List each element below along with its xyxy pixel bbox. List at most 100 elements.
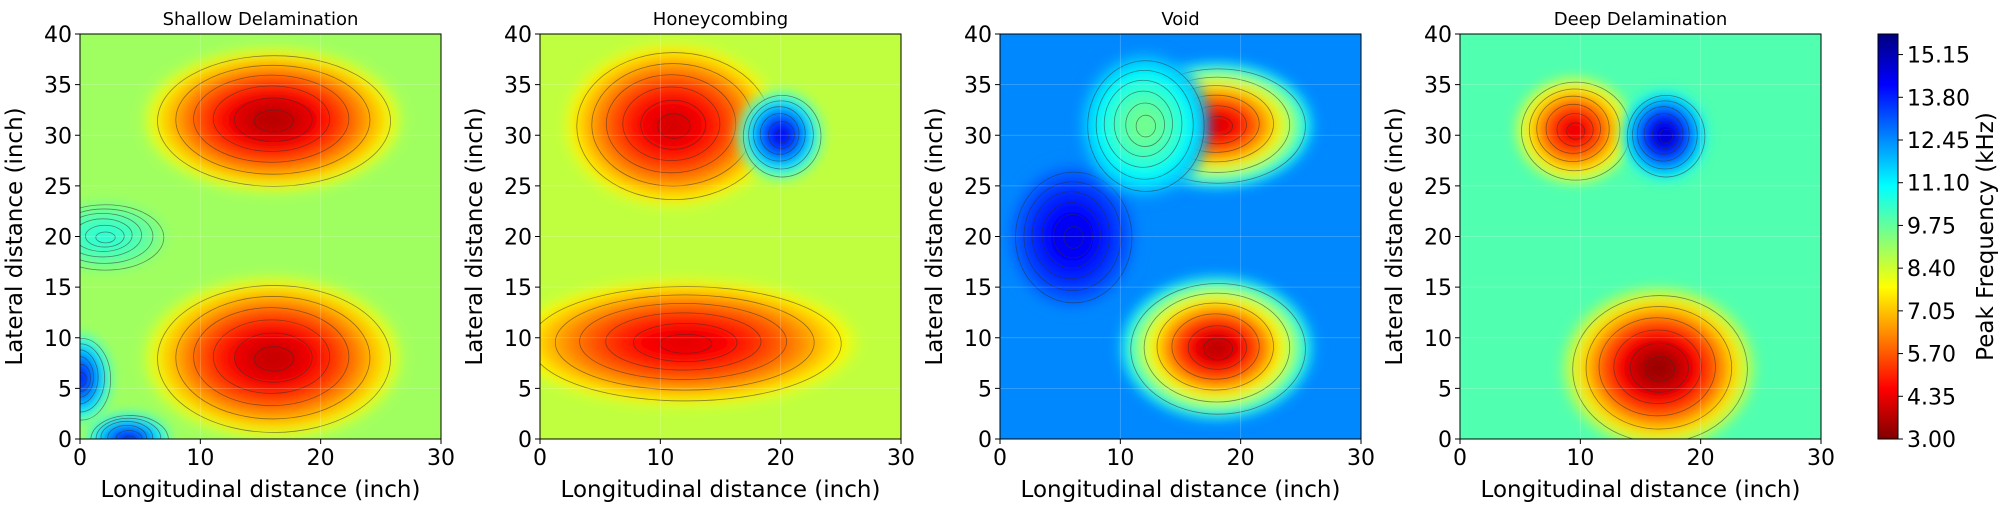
contour-line (254, 346, 294, 372)
colorbar-scale (1877, 33, 1899, 440)
contour-line (1572, 295, 1748, 439)
x-axis-label: Longitudinal distance (inch) (1481, 477, 1801, 503)
contour-line (107, 424, 147, 439)
y-tick-label: 10 (964, 327, 992, 352)
contour-line (579, 302, 788, 380)
contour-line (605, 312, 762, 371)
x-tick-label: 30 (887, 446, 915, 471)
panel-title: Shallow Delamination (163, 9, 359, 30)
colorbar-tick-label: 11.10 (1907, 172, 1970, 197)
contour-line (1143, 292, 1291, 403)
contour-line (80, 349, 99, 405)
x-axis-label: Longitudinal distance (inch) (101, 477, 421, 503)
y-axis-label: Lateral distance (inch) (462, 107, 488, 365)
y-tick-label: 40 (504, 23, 532, 48)
y-tick-label: 0 (978, 428, 992, 453)
contour-line (80, 208, 154, 264)
contour-line (640, 99, 706, 150)
contour-line (1585, 306, 1733, 430)
contour-line (85, 224, 125, 248)
y-tick-label: 30 (504, 124, 532, 149)
colorbar-tick-label: 15.15 (1907, 44, 1970, 69)
panel-2: 0 10 20 30 0 5 10 15 20 25 30 35 40 Honeycombing Longi… (462, 9, 915, 503)
heatmap-features (1510, 72, 1762, 439)
y-tick-label: 20 (964, 226, 992, 251)
contour-line (1015, 171, 1133, 304)
contour-line (90, 415, 169, 439)
contour-line (1023, 181, 1122, 292)
contour-line (1598, 317, 1716, 417)
contour-line (1095, 69, 1194, 180)
y-tick-label: 25 (44, 175, 72, 200)
x-tick-label: 0 (533, 446, 547, 471)
x-tick-label: 30 (427, 446, 455, 471)
contour-line (1566, 122, 1586, 140)
contour-line (1125, 102, 1165, 147)
y-tick-label: 20 (44, 226, 72, 251)
y-tick-label: 5 (518, 377, 532, 402)
y-tick-label: 10 (44, 327, 72, 352)
contour-line (175, 296, 371, 420)
colorbar-tick-label: 5.70 (1907, 343, 1956, 368)
heatmap-feature (80, 198, 173, 275)
y-tick-label: 25 (964, 175, 992, 200)
contour-line (157, 55, 391, 187)
y-tick-label: 35 (44, 74, 72, 99)
contour-line (1135, 114, 1156, 138)
contour-line (80, 212, 142, 258)
panel-1: 0 10 20 30 0 5 10 15 20 25 30 35 40 Shallow Delaminat… (2, 9, 455, 503)
contour-line (80, 218, 133, 252)
heatmap-features (540, 38, 868, 411)
y-axis-label: Lateral distance (inch) (2, 107, 28, 365)
y-tick-label: 0 (1438, 428, 1452, 453)
contour-line (1156, 302, 1274, 391)
contour-line (234, 97, 313, 142)
contour-line (622, 86, 721, 161)
y-tick-label: 30 (1424, 124, 1452, 149)
panel-title: Honeycombing (653, 9, 788, 30)
contour-line (234, 332, 313, 383)
heatmap-feature (540, 275, 868, 411)
heatmap-features (1003, 48, 1320, 425)
contour-line (657, 113, 691, 139)
y-tick-label: 10 (504, 327, 532, 352)
x-tick-label: 0 (73, 446, 87, 471)
y-tick-label: 15 (44, 276, 72, 301)
contour-line (193, 74, 350, 163)
contour-line (1536, 95, 1610, 162)
x-tick-label: 10 (186, 446, 214, 471)
contour-line (1629, 342, 1689, 393)
contour-line (1659, 128, 1673, 144)
contour-line (1651, 120, 1679, 149)
y-tick-label: 15 (964, 276, 992, 301)
y-tick-label: 0 (58, 428, 72, 453)
y-tick-label: 20 (504, 226, 532, 251)
y-tick-label: 35 (964, 74, 992, 99)
contour-line (1643, 113, 1684, 155)
y-tick-label: 30 (44, 124, 72, 149)
contour-line (659, 333, 713, 354)
contour-line (632, 323, 738, 362)
contour-line (80, 356, 94, 398)
y-tick-label: 5 (58, 377, 72, 402)
x-tick-label: 10 (646, 446, 674, 471)
panel-4: 0 10 20 30 0 5 10 15 20 25 30 35 40 Deep Delamination… (1382, 9, 1835, 503)
contour-line (759, 113, 800, 155)
contour-line (1130, 283, 1306, 415)
colorbar-tick-label: 13.80 (1907, 86, 1970, 111)
colorbar: 15.15 13.80 12.45 11.10 9.75 8.40 7.05 5.70 4.35… (1877, 33, 1999, 453)
heatmap-features (80, 43, 410, 439)
contour-line (80, 371, 87, 387)
x-tick-label: 20 (767, 446, 795, 471)
contour-line (1063, 226, 1084, 249)
heatmap-feature (1555, 281, 1762, 439)
y-axis-label: Lateral distance (inch) (1382, 107, 1408, 365)
y-tick-label: 35 (504, 74, 532, 99)
contour-line (1636, 106, 1690, 162)
contour-line (540, 286, 842, 402)
contour-line (95, 231, 116, 244)
x-tick-label: 10 (1106, 446, 1134, 471)
contour-line (1113, 90, 1173, 157)
contour-line (212, 85, 331, 152)
colorbar-tick-label: 12.45 (1907, 129, 1970, 154)
